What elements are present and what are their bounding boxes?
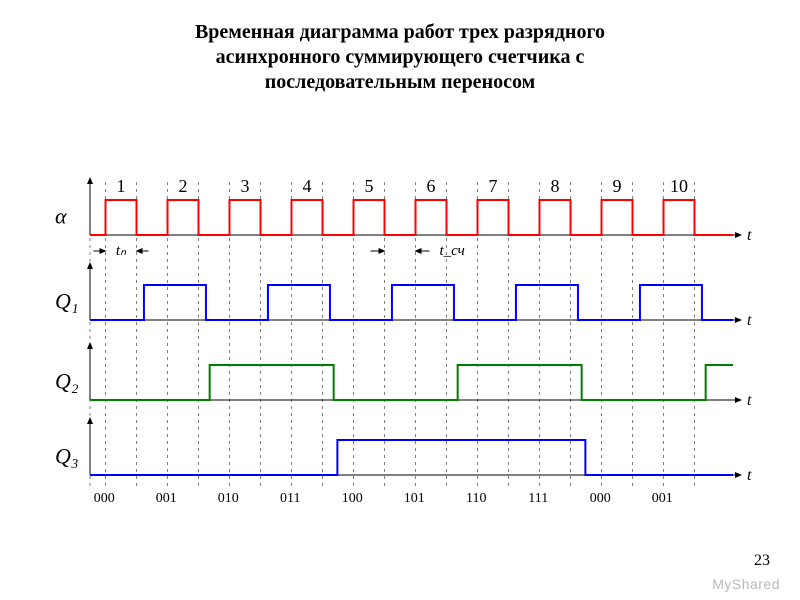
- svg-text:10: 10: [670, 176, 688, 196]
- svg-text:001: 001: [156, 491, 177, 506]
- svg-text:000: 000: [94, 491, 115, 506]
- svg-text:Q₂: Q₂: [55, 369, 79, 394]
- svg-text:7: 7: [489, 176, 498, 196]
- svg-text:010: 010: [218, 491, 239, 506]
- svg-text:α: α: [55, 204, 67, 229]
- svg-text:5: 5: [365, 176, 374, 196]
- svg-text:2: 2: [179, 176, 188, 196]
- svg-text:110: 110: [466, 491, 486, 506]
- title-line-2: асинхронного суммирующего счетчика с: [216, 46, 585, 68]
- timing-diagram-svg: 1 2 3 4 5 6 7 8 9 10 t α t Q₁ t Q₂ t Q₃ tₙ t_сч 000 001 010 011…: [35, 160, 765, 520]
- svg-text:Q₁: Q₁: [55, 289, 79, 314]
- svg-text:9: 9: [613, 176, 622, 196]
- svg-text:Q₃: Q₃: [55, 444, 79, 469]
- svg-text:011: 011: [280, 491, 300, 506]
- svg-text:8: 8: [551, 176, 560, 196]
- timing-diagram: 1 2 3 4 5 6 7 8 9 10 t α t Q₁ t Q₂ t Q₃ tₙ t_сч 000 001 010 011…: [35, 160, 765, 520]
- svg-text:t: t: [747, 227, 752, 244]
- svg-text:001: 001: [652, 491, 673, 506]
- svg-text:3: 3: [241, 176, 250, 196]
- svg-text:1: 1: [117, 176, 126, 196]
- watermark: MyShared: [712, 576, 780, 592]
- title-line-3: последовательным переносом: [265, 71, 535, 93]
- svg-text:4: 4: [303, 176, 312, 196]
- page-title: Временная диаграмма работ трех разрядног…: [0, 0, 800, 105]
- title-line-1: Временная диаграмма работ трех разрядног…: [195, 21, 605, 43]
- svg-text:t: t: [747, 392, 752, 409]
- svg-text:000: 000: [590, 491, 611, 506]
- svg-text:101: 101: [404, 491, 425, 506]
- svg-text:100: 100: [342, 491, 363, 506]
- page-number: 23: [754, 552, 770, 570]
- svg-text:tₙ: tₙ: [116, 243, 127, 259]
- svg-text:t: t: [747, 467, 752, 484]
- svg-text:t_сч: t_сч: [440, 243, 465, 259]
- svg-text:t: t: [747, 312, 752, 329]
- svg-text:6: 6: [427, 176, 436, 196]
- svg-text:111: 111: [528, 491, 548, 506]
